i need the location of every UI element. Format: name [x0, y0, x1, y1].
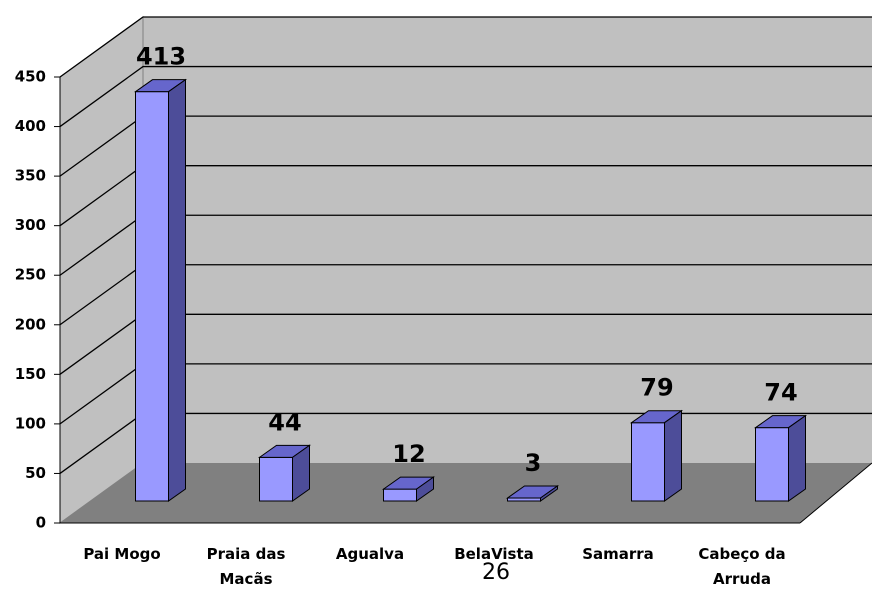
page-number: 26	[482, 560, 510, 585]
bar-side	[168, 78, 186, 502]
value-label: 79	[640, 374, 673, 402]
y-tick-label: 450	[15, 68, 46, 86]
floor-edge	[799, 462, 872, 524]
bar	[755, 427, 789, 502]
value-label: 74	[764, 379, 797, 407]
bar-side	[788, 414, 806, 502]
x-tick-label: Pai Mogo	[83, 545, 161, 563]
y-tick-label: 350	[15, 167, 46, 185]
y-tick-label: 300	[15, 216, 46, 234]
x-tick-label: Praia das Macãs	[206, 545, 286, 588]
side-wall	[59, 16, 144, 524]
bar-side	[540, 485, 558, 502]
y-tick-label: 0	[36, 514, 46, 532]
value-label: 44	[268, 408, 301, 436]
back-wall	[143, 17, 872, 463]
x-tick-label: BelaVista	[454, 545, 534, 563]
y-tick-label: 150	[15, 365, 46, 383]
bar	[383, 488, 417, 502]
y-tick-label: 400	[15, 117, 46, 135]
bar-side	[664, 409, 682, 502]
value-label: 3	[525, 449, 542, 477]
y-tick-label: 250	[15, 266, 46, 284]
y-tick-label: 100	[15, 414, 46, 432]
x-tick-label: Samarra	[582, 545, 654, 563]
y-tick-label: 50	[25, 464, 46, 482]
bar-side	[292, 444, 310, 502]
y-tick-label: 200	[15, 315, 46, 333]
bar	[631, 422, 665, 502]
value-label: 12	[392, 440, 425, 468]
x-tick-label: Agualva	[335, 545, 405, 563]
bar	[135, 91, 169, 502]
grid-line	[59, 65, 872, 128]
x-tick-label: Cabeço da Arruda	[698, 545, 786, 588]
bar	[259, 456, 293, 502]
grid-line	[59, 16, 872, 78]
bar-side	[416, 476, 434, 502]
value-label: 413	[136, 43, 186, 71]
